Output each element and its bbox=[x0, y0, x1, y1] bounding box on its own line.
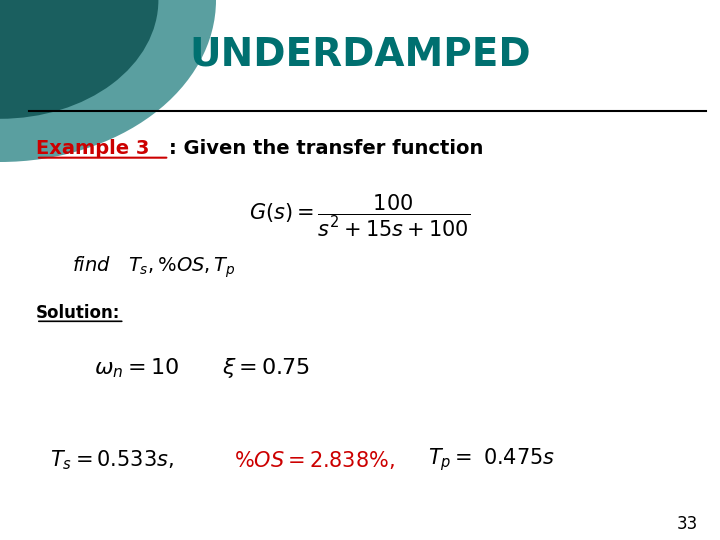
Wedge shape bbox=[0, 0, 158, 119]
Text: 33: 33 bbox=[677, 515, 698, 533]
Text: $\%OS = 2.838\%,$: $\%OS = 2.838\%,$ bbox=[234, 449, 395, 471]
Wedge shape bbox=[0, 0, 216, 162]
Text: $G(s) = \dfrac{100}{s^2 + 15s + 100}$: $G(s) = \dfrac{100}{s^2 + 15s + 100}$ bbox=[249, 193, 471, 239]
Text: UNDERDAMPED: UNDERDAMPED bbox=[189, 35, 531, 73]
Text: $\mathit{find} \quad T_s, \%OS, T_p$: $\mathit{find} \quad T_s, \%OS, T_p$ bbox=[72, 254, 235, 280]
Text: $\omega_n = 10 \qquad \xi = 0.75$: $\omega_n = 10 \qquad \xi = 0.75$ bbox=[94, 356, 310, 380]
Text: $T_s = 0.533s,$: $T_s = 0.533s,$ bbox=[50, 448, 174, 472]
Text: Example 3: Example 3 bbox=[36, 139, 149, 158]
Text: Solution:: Solution: bbox=[36, 304, 120, 322]
Text: : Given the transfer function: : Given the transfer function bbox=[169, 139, 484, 158]
Text: $T_p{=}\ 0.475s$: $T_p{=}\ 0.475s$ bbox=[428, 447, 556, 474]
